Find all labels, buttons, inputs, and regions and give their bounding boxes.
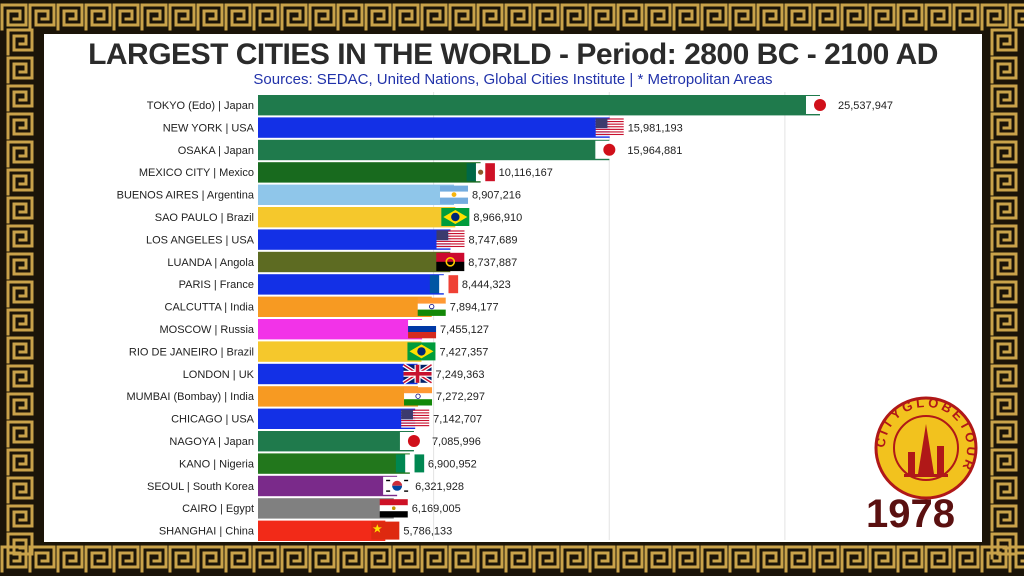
value-label: 7,427,357 xyxy=(439,346,488,358)
value-label: 6,900,952 xyxy=(428,458,477,470)
usa-flag-icon xyxy=(595,118,624,137)
category-label: SAO PAULO | Brazil xyxy=(155,212,254,224)
chart-panel: LARGEST CITIES IN THE WORLD - Period: 28… xyxy=(44,34,982,542)
category-label: CAIRO | Egypt xyxy=(182,503,254,515)
bar xyxy=(258,498,394,519)
cityglobetour-logo: CITYGLOBETOUR xyxy=(874,396,978,500)
value-label: 7,455,127 xyxy=(440,324,489,336)
south-korea-flag-icon xyxy=(383,476,412,495)
bar xyxy=(258,319,423,340)
category-label: KANO | Nigeria xyxy=(179,458,255,470)
bar xyxy=(258,251,451,273)
value-label: 7,249,363 xyxy=(436,369,485,381)
bar xyxy=(258,274,444,295)
nigeria-flag-icon xyxy=(395,454,425,473)
category-label: LUANDA | Angola xyxy=(167,257,255,269)
category-label: OSAKA | Japan xyxy=(178,145,254,157)
category-label: SHANGHAI | China xyxy=(159,526,255,538)
russia-flag-icon xyxy=(408,320,437,339)
value-label: 15,964,881 xyxy=(627,145,682,157)
india-flag-icon xyxy=(417,297,446,316)
bar xyxy=(258,95,820,116)
bar xyxy=(258,520,386,541)
category-label: LONDON | UK xyxy=(183,369,255,381)
value-label: 8,737,887 xyxy=(468,257,517,269)
value-label: 6,321,928 xyxy=(415,481,464,493)
value-label: 7,085,996 xyxy=(432,436,481,448)
usa-flag-icon xyxy=(401,409,430,428)
category-label: RIO DE JANEIRO | Brazil xyxy=(129,346,254,358)
bar xyxy=(258,117,610,138)
angola-flag-icon xyxy=(436,252,465,272)
value-label: 8,966,910 xyxy=(473,212,522,224)
bar xyxy=(258,475,398,497)
value-label: 6,169,005 xyxy=(412,503,461,515)
category-label: PARIS | France xyxy=(179,279,254,291)
bar xyxy=(258,207,456,228)
value-label: 8,444,323 xyxy=(462,279,511,291)
japan-flag-icon xyxy=(806,96,834,114)
japan-flag-icon xyxy=(399,432,428,450)
year-label: 1978 xyxy=(866,492,955,536)
category-label: CALCUTTA | India xyxy=(165,302,255,314)
usa-flag-icon xyxy=(436,230,465,249)
category-label: TOKYO (Edo) | Japan xyxy=(147,100,254,112)
mexico-flag-icon xyxy=(466,163,495,182)
category-label: NEW YORK | USA xyxy=(163,122,255,134)
value-label: 8,907,216 xyxy=(472,190,521,202)
category-label: MUMBAI (Bombay) | India xyxy=(126,391,254,403)
category-label: SEOUL | South Korea xyxy=(147,481,255,493)
chart-title: LARGEST CITIES IN THE WORLD - Period: 28… xyxy=(88,38,938,71)
bar xyxy=(258,229,451,250)
bar xyxy=(258,408,416,429)
value-label: 25,537,947 xyxy=(838,100,893,112)
bar xyxy=(258,341,422,362)
chart-subtitle: Sources: SEDAC, United Nations, Global C… xyxy=(253,71,773,88)
bar xyxy=(258,386,419,407)
value-label: 10,116,167 xyxy=(499,167,553,179)
category-label: BUENOS AIRES | Argentina xyxy=(117,190,255,202)
value-label: 15,981,193 xyxy=(628,122,683,134)
value-label: 7,894,177 xyxy=(450,302,499,314)
bar xyxy=(258,162,481,183)
category-label: MOSCOW | Russia xyxy=(159,324,254,336)
bar xyxy=(258,184,455,205)
category-label: LOS ANGELES | USA xyxy=(146,234,255,246)
value-label: 7,142,707 xyxy=(433,414,482,426)
value-label: 7,272,297 xyxy=(436,391,485,403)
argentina-flag-icon xyxy=(440,185,469,204)
brazil-flag-icon xyxy=(407,342,436,361)
category-label: MEXICO CITY | Mexico xyxy=(139,167,254,179)
france-flag-icon xyxy=(429,275,459,294)
egypt-flag-icon xyxy=(379,499,408,518)
brazil-flag-icon xyxy=(441,208,470,226)
japan-flag-icon xyxy=(595,140,624,159)
bar xyxy=(258,363,418,385)
uk-flag-icon xyxy=(402,363,433,385)
value-label: 8,747,689 xyxy=(469,234,518,246)
bar xyxy=(258,453,410,474)
bar xyxy=(258,431,414,452)
china-flag-icon xyxy=(371,521,400,540)
value-label: 5,786,133 xyxy=(403,526,452,538)
category-label: CHICAGO | USA xyxy=(171,414,255,426)
bar xyxy=(258,296,432,317)
category-label: NAGOYA | Japan xyxy=(169,436,254,448)
bar-chart: TOKYO (Edo) | Japan 25,537,947 NEW YORK | … xyxy=(117,92,893,541)
bar xyxy=(258,139,610,161)
india-flag-icon xyxy=(404,387,433,406)
